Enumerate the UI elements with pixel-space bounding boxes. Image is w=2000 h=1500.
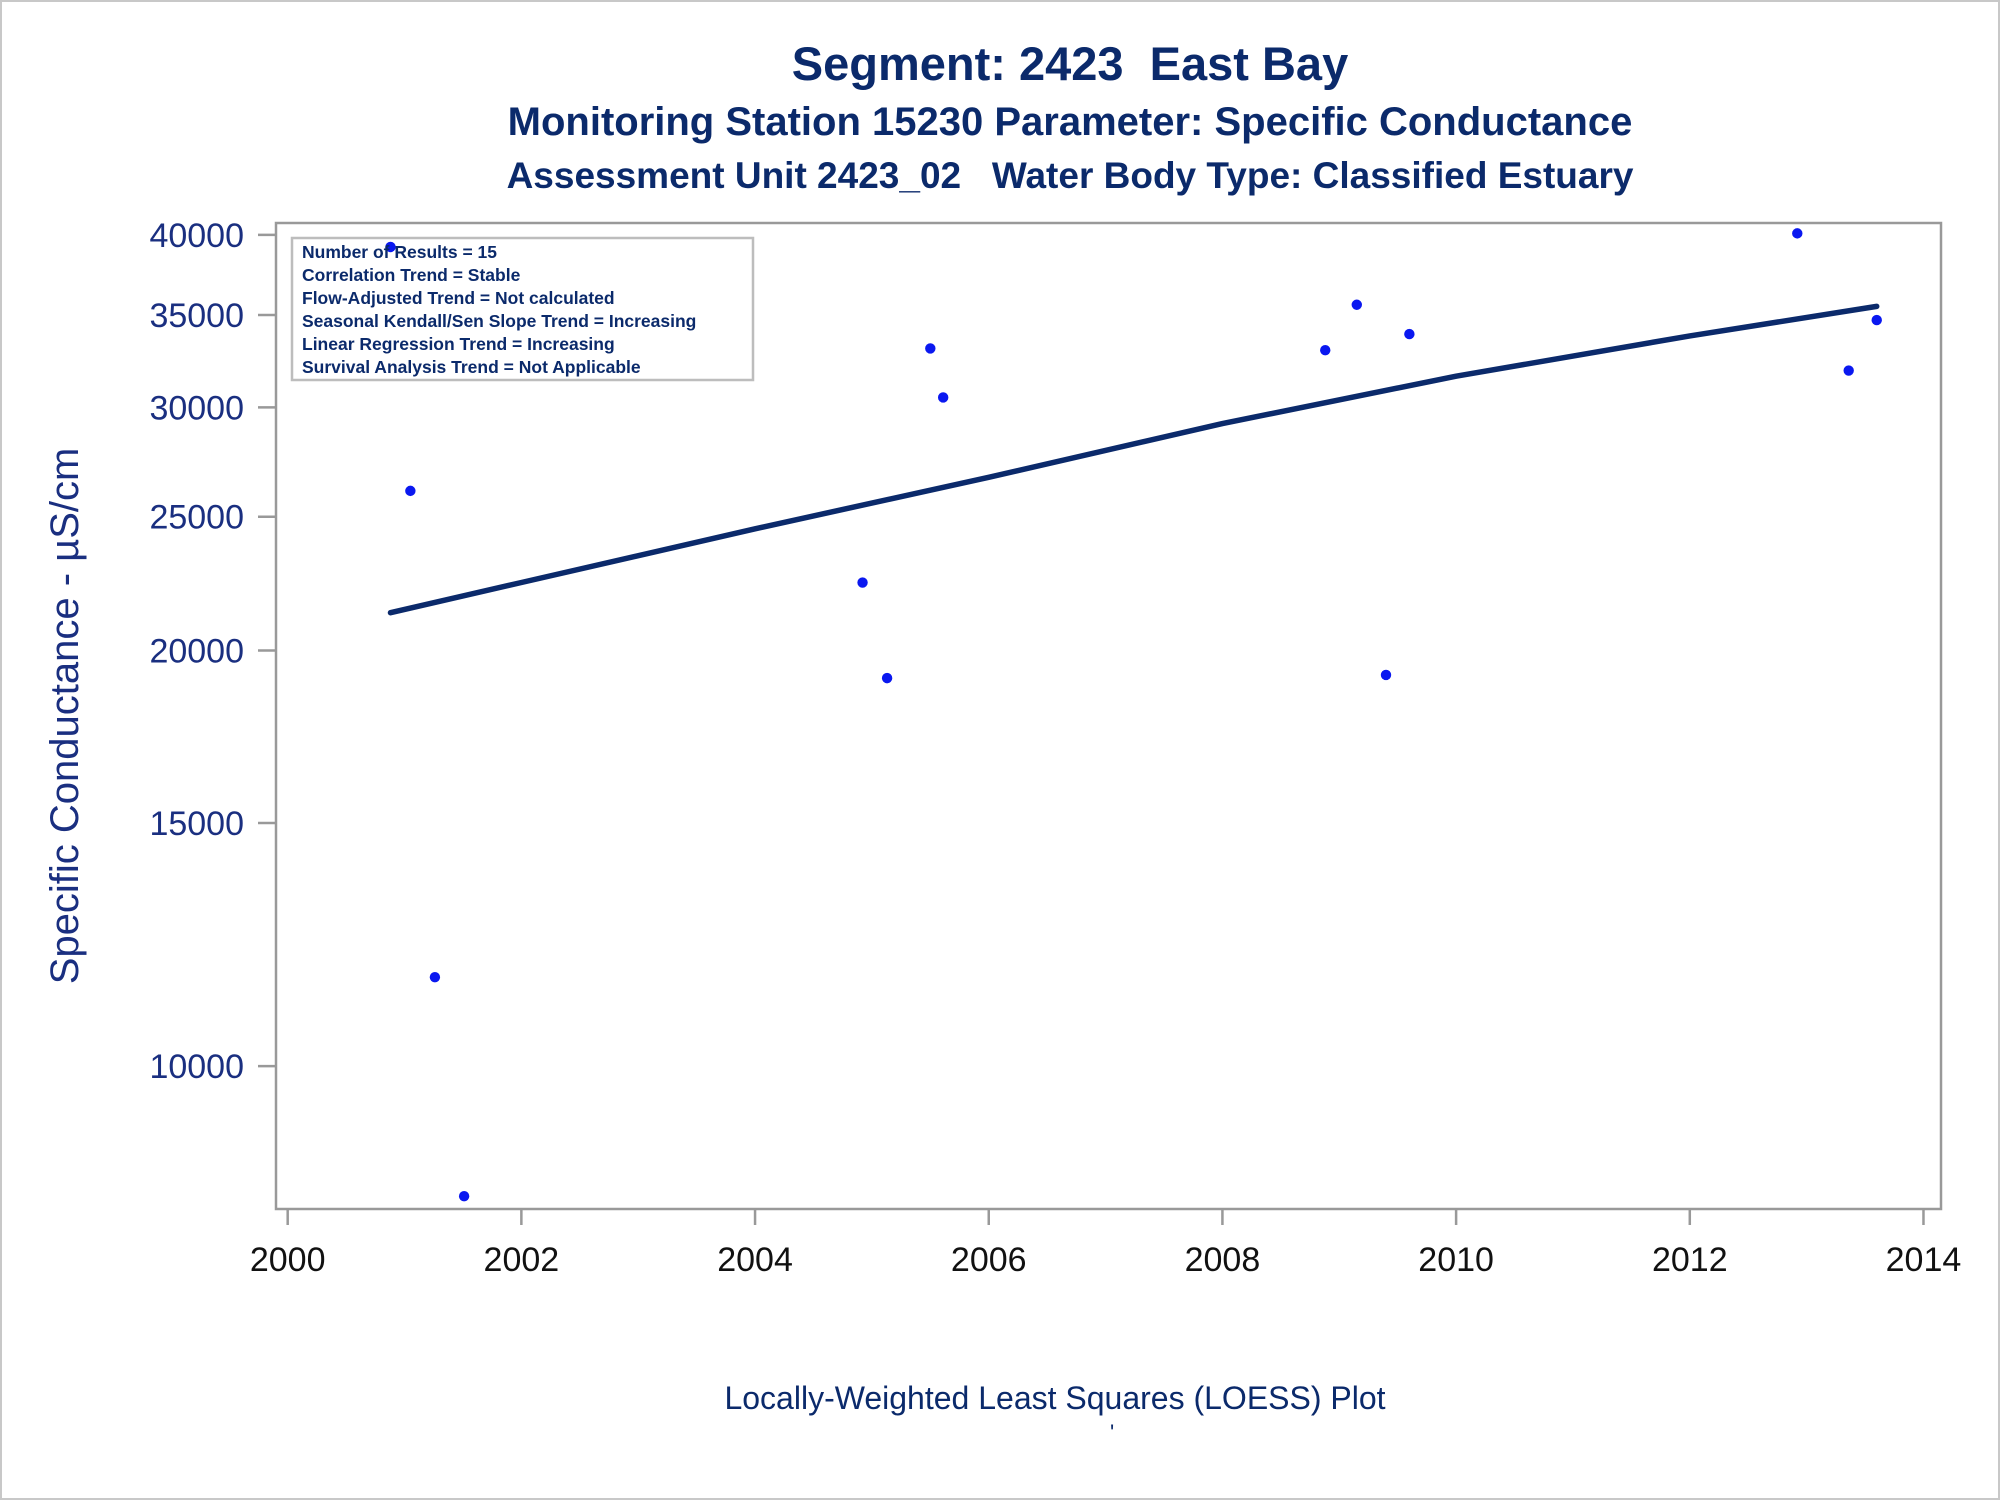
chart-subtitle-assessment: Assessment Unit 2423_02 Water Body Type:…	[506, 155, 1634, 196]
y-tick-label: 35000	[149, 297, 244, 335]
footnote-mark: '	[1110, 1420, 1115, 1445]
data-point	[1404, 328, 1415, 340]
x-tick-label: 2010	[1418, 1241, 1494, 1279]
data-point	[1792, 228, 1803, 239]
stats-line: Flow-Adjusted Trend = Not calculated	[302, 288, 615, 308]
trend-layer	[387, 303, 1880, 616]
data-point	[925, 343, 936, 354]
x-tick-label: 2002	[484, 1241, 560, 1279]
data-point	[881, 672, 893, 684]
data-point	[857, 577, 868, 588]
stats-line: Correlation Trend = Stable	[302, 265, 521, 285]
x-axis: 2000 2002 2004 2006 2008 2010 2012 2014	[250, 1209, 1961, 1279]
stats-box-frame	[290, 236, 755, 382]
plot-area	[274, 221, 1943, 1211]
x-axis-caption: Locally-Weighted Least Squares (LOESS) P…	[724, 1380, 1386, 1416]
data-point	[1320, 345, 1331, 356]
x-tick-label: 2012	[1652, 1241, 1728, 1279]
loess-trend-line	[387, 303, 1880, 616]
data-point	[937, 392, 949, 403]
chart-subtitle-station: Monitoring Station 15230 Parameter: Spec…	[507, 100, 1633, 144]
stats-line: Survival Analysis Trend = Not Applicable	[302, 357, 641, 377]
data-point	[458, 1191, 470, 1202]
x-tick-label: 2006	[951, 1241, 1027, 1279]
y-tick-label: 25000	[149, 499, 244, 537]
y-axis: 10000 15000 20000 25000 30000 35000 40000	[149, 217, 276, 1086]
y-tick-label: 20000	[149, 633, 244, 671]
stats-line: Number of Results = 15	[302, 242, 497, 262]
chart-title: Segment: 2423 East Bay	[791, 37, 1349, 90]
data-point	[1843, 365, 1854, 376]
x-tick-label: 2014	[1886, 1241, 1962, 1279]
data-point	[1871, 314, 1882, 326]
data-point	[405, 485, 416, 497]
x-tick-label: 2004	[717, 1241, 793, 1279]
data-point	[429, 971, 441, 983]
points-layer	[385, 228, 1882, 1202]
x-tick-label: 2000	[250, 1241, 326, 1279]
data-point	[1380, 669, 1392, 681]
data-point	[1351, 299, 1362, 310]
y-tick-label: 40000	[149, 217, 244, 255]
y-tick-label: 15000	[149, 805, 244, 843]
stats-line: Linear Regression Trend = Increasing	[302, 334, 615, 354]
y-tick-label: 10000	[149, 1048, 244, 1086]
y-axis-label: Specific Conductance - µS/cm	[43, 448, 87, 985]
data-point	[385, 241, 396, 253]
stats-line: Seasonal Kendall/Sen Slope Trend = Incre…	[302, 311, 696, 331]
y-tick-label: 30000	[149, 389, 244, 427]
x-tick-label: 2008	[1185, 1241, 1261, 1279]
stats-legend-box: Number of Results = 15 Correlation Trend …	[290, 236, 755, 382]
